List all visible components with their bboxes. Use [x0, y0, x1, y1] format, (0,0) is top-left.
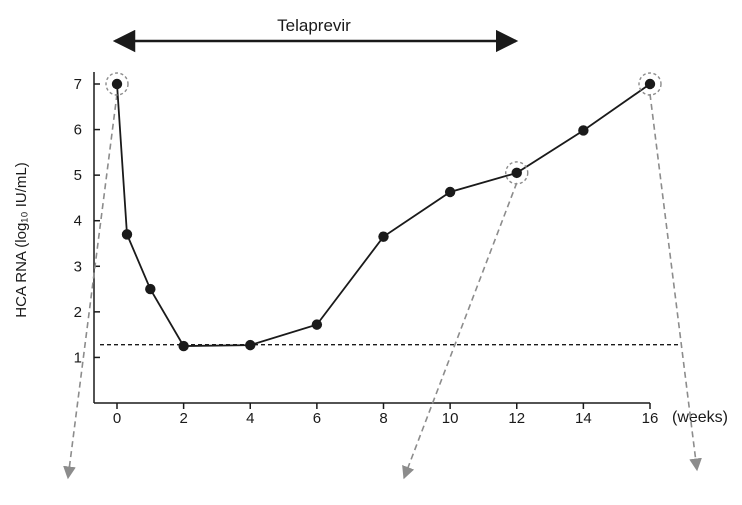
data-point-7	[444, 186, 456, 198]
y-tick-label-3: 3	[74, 258, 82, 275]
x-tick-label-6: 6	[313, 410, 321, 427]
x-tick-label-16: 16	[642, 410, 659, 427]
y-tick-label-2: 2	[74, 304, 82, 321]
dashed-arrow-layer	[63, 93, 702, 480]
x-tick-label-2: 2	[179, 410, 187, 427]
x-axis-unit-label: (weeks)	[672, 409, 728, 426]
telaprevir-label: Telaprevir	[277, 16, 351, 35]
y-tick-label-1: 1	[74, 349, 82, 366]
data-point-2	[145, 283, 156, 295]
y-tick-label-4: 4	[74, 213, 82, 230]
x-tick-label-4: 4	[246, 410, 254, 427]
highlight-circle-2	[638, 72, 662, 96]
callout-arrow-week-16	[649, 93, 702, 472]
data-point-4	[245, 339, 256, 351]
highlight-circle-0	[105, 72, 129, 96]
x-tick-label-12: 12	[508, 410, 525, 427]
data-point-8	[511, 167, 522, 179]
x-tick-label-0: 0	[113, 410, 121, 427]
callout-arrow-week-12	[402, 182, 518, 480]
highlight-circle-1	[505, 161, 529, 185]
y-tick-label-7: 7	[74, 76, 82, 93]
series-line-0	[116, 83, 651, 347]
data-point-0	[111, 78, 123, 90]
y-tick-label-5: 5	[74, 167, 82, 184]
data-point-6	[378, 231, 389, 242]
x-tick-label-8: 8	[379, 410, 387, 427]
y-axis-label: HCA RNA (log₁₀ IU/mL)	[13, 162, 30, 318]
series-layer	[111, 78, 656, 352]
data-point-5	[311, 319, 323, 330]
data-point-3	[178, 340, 189, 352]
y-tick-label-6: 6	[74, 122, 82, 139]
x-tick-label-10: 10	[442, 410, 459, 427]
data-point-9	[578, 125, 589, 136]
highlight-layer	[105, 72, 662, 185]
data-point-10	[644, 78, 656, 90]
x-ticks: 0 2 4 6 8 10 12 14 16	[113, 403, 659, 427]
callout-arrow-week-0	[63, 93, 118, 480]
data-point-1	[121, 229, 133, 240]
y-ticks: 1 2 3 4 5 6 7	[74, 76, 100, 366]
x-tick-label-14: 14	[575, 410, 592, 427]
